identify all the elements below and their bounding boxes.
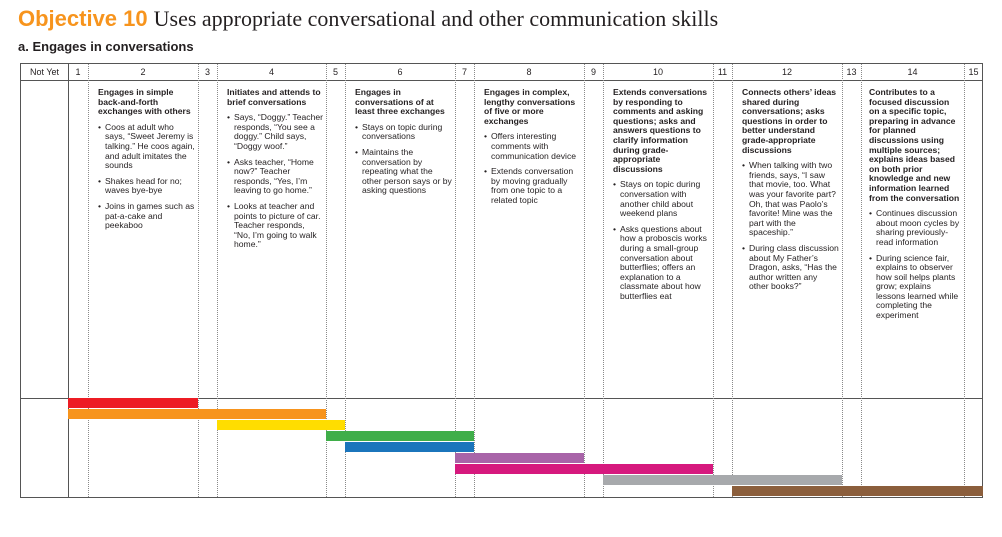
col-divider <box>326 64 327 497</box>
example-list: Stays on topic during conversation with … <box>613 179 710 302</box>
col-6: 6 <box>397 67 403 77</box>
level-heading: Engages in conversations of at least thr… <box>355 87 445 117</box>
col-3: 3 <box>204 67 210 77</box>
col-divider <box>603 64 604 497</box>
dimension-subtitle: a. Engages in conversations <box>18 39 194 54</box>
level-heading: Initiates and attends to brief conversat… <box>227 87 321 107</box>
col-8: 8 <box>526 67 532 77</box>
col-2: 2 <box>140 67 146 77</box>
level-heading: Contributes to a focused discussion on a… <box>869 87 960 203</box>
col-14: 14 <box>907 67 918 77</box>
example-list: Says, “Doggy.” Teacher responds, “You se… <box>227 112 323 250</box>
col-12: 12 <box>781 67 792 77</box>
example-list: Stays on topic during conversations Main… <box>355 122 452 196</box>
col-divider <box>217 64 218 497</box>
objective-title: Objective 10 Uses appropriate conversatio… <box>18 6 718 32</box>
example-item: Stays on topic during conversations <box>355 122 452 142</box>
level-heading: Engages in simple back-and-forth exchang… <box>98 87 191 117</box>
objective-description: Uses appropriate conversational and othe… <box>153 6 719 31</box>
example-item: Joins in games such as pat-a-cake and pe… <box>98 201 195 231</box>
example-item: When talking with two friends, says, “I … <box>742 160 839 238</box>
color-band-5 <box>345 442 474 452</box>
objective-number: Objective 10 <box>18 6 148 31</box>
col-4: 4 <box>268 67 274 77</box>
example-item: Looks at teacher and points to picture o… <box>227 201 323 250</box>
example-item: Says, “Doggy.” Teacher responds, “You se… <box>227 112 323 151</box>
col-divider <box>842 64 843 497</box>
col-11: 11 <box>717 67 728 77</box>
example-item: Coos at adult who says, “Sweet Jeremy is… <box>98 122 195 171</box>
level-cell-2: Engages in simple back-and-forth exchang… <box>98 87 195 237</box>
level-cell-14: Contributes to a focused discussion on a… <box>869 87 961 327</box>
level-cell-4: Initiates and attends to brief conversat… <box>227 87 323 256</box>
col-not-yet: Not Yet <box>29 67 60 77</box>
col-divider <box>861 64 862 497</box>
color-band-4 <box>326 431 474 441</box>
example-list: Coos at adult who says, “Sweet Jeremy is… <box>98 122 195 231</box>
level-heading: Extends conversations by responding to c… <box>613 87 708 174</box>
color-band-6 <box>455 453 584 463</box>
color-band-8 <box>603 475 842 485</box>
col-divider <box>584 64 585 497</box>
example-item: Extends conversation by moving gradually… <box>484 166 581 205</box>
level-heading: Connects others’ ideas shared during con… <box>742 87 837 155</box>
example-item: Stays on topic during conversation with … <box>613 179 710 218</box>
col-9: 9 <box>590 67 596 77</box>
col-1: 1 <box>75 67 81 77</box>
col-divider <box>68 64 69 497</box>
color-band-1 <box>68 398 198 408</box>
example-item: Maintains the conversation by repeating … <box>355 147 452 196</box>
example-list: Offers interesting comments with communi… <box>484 132 581 205</box>
col-7: 7 <box>461 67 467 77</box>
col-divider <box>345 64 346 497</box>
level-cell-8: Engages in complex, lengthy conversation… <box>484 87 581 212</box>
level-cell-10: Extends conversations by responding to c… <box>613 87 710 307</box>
example-item: During class discussion about My Father’… <box>742 243 839 292</box>
col-10: 10 <box>652 67 663 77</box>
progression-grid: Not Yet 1 2 3 4 5 6 7 8 9 10 11 12 13 14… <box>20 63 983 498</box>
color-band-2 <box>68 409 326 419</box>
col-divider <box>474 64 475 497</box>
col-15: 15 <box>968 67 979 77</box>
example-item: Asks questions about how a proboscis wor… <box>613 224 710 302</box>
col-divider <box>88 64 89 497</box>
color-band-7 <box>455 464 713 474</box>
example-item: Offers interesting comments with communi… <box>484 132 581 161</box>
col-divider <box>713 64 714 497</box>
example-list: When talking with two friends, says, “I … <box>742 160 839 292</box>
level-cell-6: Engages in conversations of at least thr… <box>355 87 452 202</box>
col-divider <box>732 64 733 497</box>
example-list: Continues discussion about moon cycles b… <box>869 208 961 321</box>
header-divider <box>21 80 982 81</box>
example-item: During science fair, explains to observe… <box>869 253 961 321</box>
color-band-9 <box>732 486 983 496</box>
example-item: Shakes head for no; waves bye-bye <box>98 176 195 196</box>
level-cell-12: Connects others’ ideas shared during con… <box>742 87 839 298</box>
col-divider <box>198 64 199 497</box>
col-5: 5 <box>332 67 338 77</box>
col-13: 13 <box>846 67 857 77</box>
color-band-3 <box>217 420 345 430</box>
example-item: Asks teacher, “Home now?” Teacher respon… <box>227 157 323 196</box>
example-item: Continues discussion about moon cycles b… <box>869 208 961 247</box>
col-divider <box>964 64 965 497</box>
level-heading: Engages in complex, lengthy conversation… <box>484 87 576 126</box>
band-divider <box>21 398 982 399</box>
col-divider <box>455 64 456 497</box>
